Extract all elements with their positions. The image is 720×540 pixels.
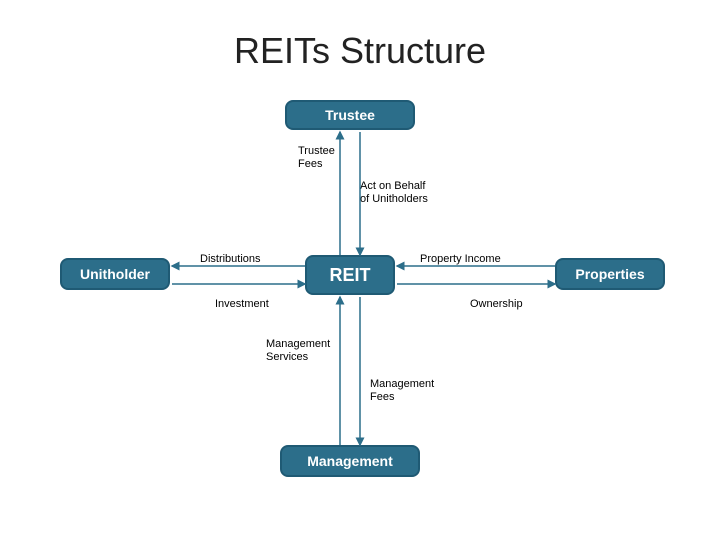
reit-box: REIT xyxy=(305,255,395,295)
unitholder-box: Unitholder xyxy=(60,258,170,290)
trustee-label: Trustee xyxy=(325,107,375,123)
properties-box: Properties xyxy=(555,258,665,290)
reit-label: REIT xyxy=(329,265,370,286)
management-label: Management xyxy=(307,453,393,469)
management-services-label: ManagementServices xyxy=(266,338,346,364)
trustee-fees-label: TrusteeFees xyxy=(298,145,358,171)
management-fees-label: ManagementFees xyxy=(370,378,450,404)
management-box: Management xyxy=(280,445,420,477)
trustee-box: Trustee xyxy=(285,100,415,130)
investment-label: Investment xyxy=(215,298,285,311)
unitholder-label: Unitholder xyxy=(80,266,150,282)
page-title: REITs Structure xyxy=(0,30,720,72)
distributions-label: Distributions xyxy=(200,253,280,266)
ownership-label: Ownership xyxy=(470,298,540,311)
properties-label: Properties xyxy=(575,266,644,282)
act-on-behalf-label: Act on Behalfof Unitholders xyxy=(360,180,450,206)
property-income-label: Property Income xyxy=(420,253,520,266)
